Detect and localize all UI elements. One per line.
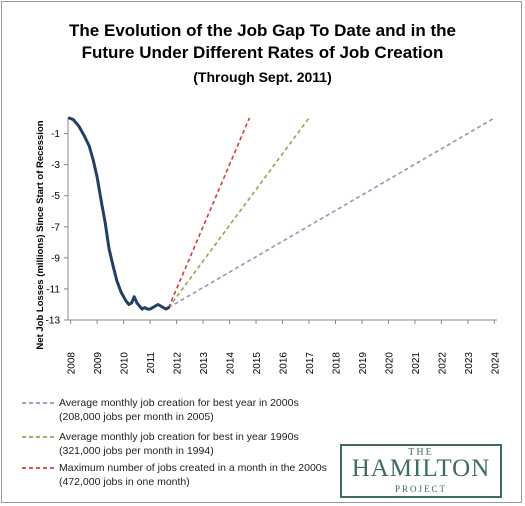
hamilton-project-logo: THE HAMILTON PROJECT [340,444,502,498]
legend-label: Average monthly job creation for best in… [59,431,299,443]
legend-sublabel: (472,000 jobs in one month) [59,476,190,488]
chart-title-line1: The Evolution of the Job Gap To Date and… [69,21,456,40]
x-tick-label: 2015 [252,352,263,375]
y-tick-label: -9 [51,253,60,264]
legend-sublabel: (208,000 jobs per month in 2005) [59,411,214,423]
x-tick-label: 2014 [226,352,237,375]
y-tick-label: -11 [46,284,60,295]
x-tick-label: 2018 [331,352,342,375]
series-layer [67,116,495,311]
y-tick-label: -7 [51,222,60,233]
series-line-projection-2 [167,117,310,309]
series-line-projection-1 [168,117,495,309]
logo-the: THE [408,447,434,458]
series-line-actual [67,116,171,311]
y-tick-label: -1 [51,129,60,140]
y-axis-label: Net Job Losses (millions) Since Start of… [35,120,46,349]
x-tick-label: 2024 [490,352,501,375]
legend-label: Maximum number of jobs created in a mont… [59,462,327,474]
x-tick-label: 2017 [305,352,316,375]
legend-label: Average monthly job creation for best ye… [59,397,299,409]
x-tick-label: 2013 [199,352,210,375]
x-tick-label: 2021 [411,352,422,375]
x-tick-label: 2019 [358,352,369,375]
tick-labels: -1 -3 -5 -7 -9 -11 -13 2008 2009 2010 2011 2012 2013… [46,129,502,374]
chart-subtitle: (Through Sept. 2011) [193,69,332,85]
x-tick-label: 2016 [279,352,290,375]
x-tick-label: 2012 [173,352,184,375]
x-tick-label: 2022 [437,352,448,375]
chart-title-line2: Future Under Different Rates of Job Crea… [81,43,444,62]
legend: Average monthly job creation for best ye… [22,397,327,488]
x-tick-label: 2020 [384,352,395,375]
x-tick-label: 2011 [146,352,157,374]
logo-hamilton: HAMILTON [351,455,491,482]
x-tick-label: 2023 [464,352,475,375]
series-line-projection-3 [167,117,251,308]
x-tick-label: 2008 [67,352,78,375]
y-tick-label: -3 [51,160,60,171]
y-tick-label: -13 [46,316,61,327]
logo-project: PROJECT [394,484,447,494]
y-tick-label: -5 [51,191,60,202]
x-tick-label: 2010 [120,352,131,375]
axes [64,118,497,324]
x-tick-label: 2009 [93,352,104,375]
legend-sublabel: (321,000 jobs per month in 1994) [59,445,214,457]
